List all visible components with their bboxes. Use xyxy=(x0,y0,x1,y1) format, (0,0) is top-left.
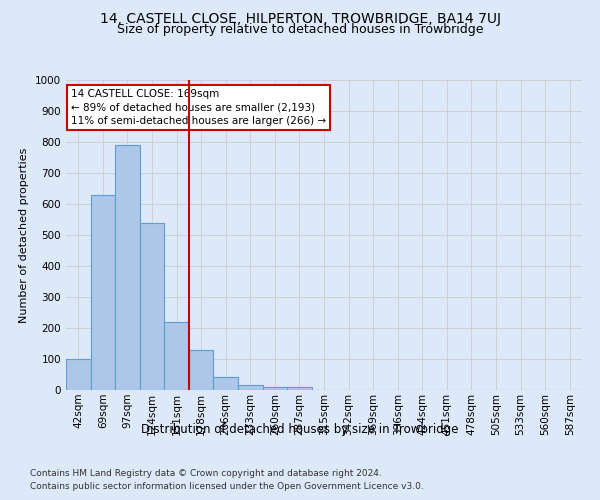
Bar xyxy=(66,359,91,390)
Y-axis label: Number of detached properties: Number of detached properties xyxy=(19,148,29,322)
Text: Contains public sector information licensed under the Open Government Licence v3: Contains public sector information licen… xyxy=(30,482,424,491)
Text: Contains HM Land Registry data © Crown copyright and database right 2024.: Contains HM Land Registry data © Crown c… xyxy=(30,468,382,477)
Text: 14, CASTELL CLOSE, HILPERTON, TROWBRIDGE, BA14 7UJ: 14, CASTELL CLOSE, HILPERTON, TROWBRIDGE… xyxy=(100,12,500,26)
Bar xyxy=(140,222,164,390)
Bar xyxy=(189,350,214,390)
Text: 14 CASTELL CLOSE: 169sqm
← 89% of detached houses are smaller (2,193)
11% of sem: 14 CASTELL CLOSE: 169sqm ← 89% of detach… xyxy=(71,90,326,126)
Bar xyxy=(214,377,238,390)
Bar xyxy=(91,196,115,390)
Bar xyxy=(287,387,312,390)
Bar xyxy=(115,145,140,390)
Text: Distribution of detached houses by size in Trowbridge: Distribution of detached houses by size … xyxy=(141,422,459,436)
Bar xyxy=(164,322,189,390)
Bar xyxy=(238,386,263,390)
Bar xyxy=(263,387,287,390)
Text: Size of property relative to detached houses in Trowbridge: Size of property relative to detached ho… xyxy=(117,22,483,36)
